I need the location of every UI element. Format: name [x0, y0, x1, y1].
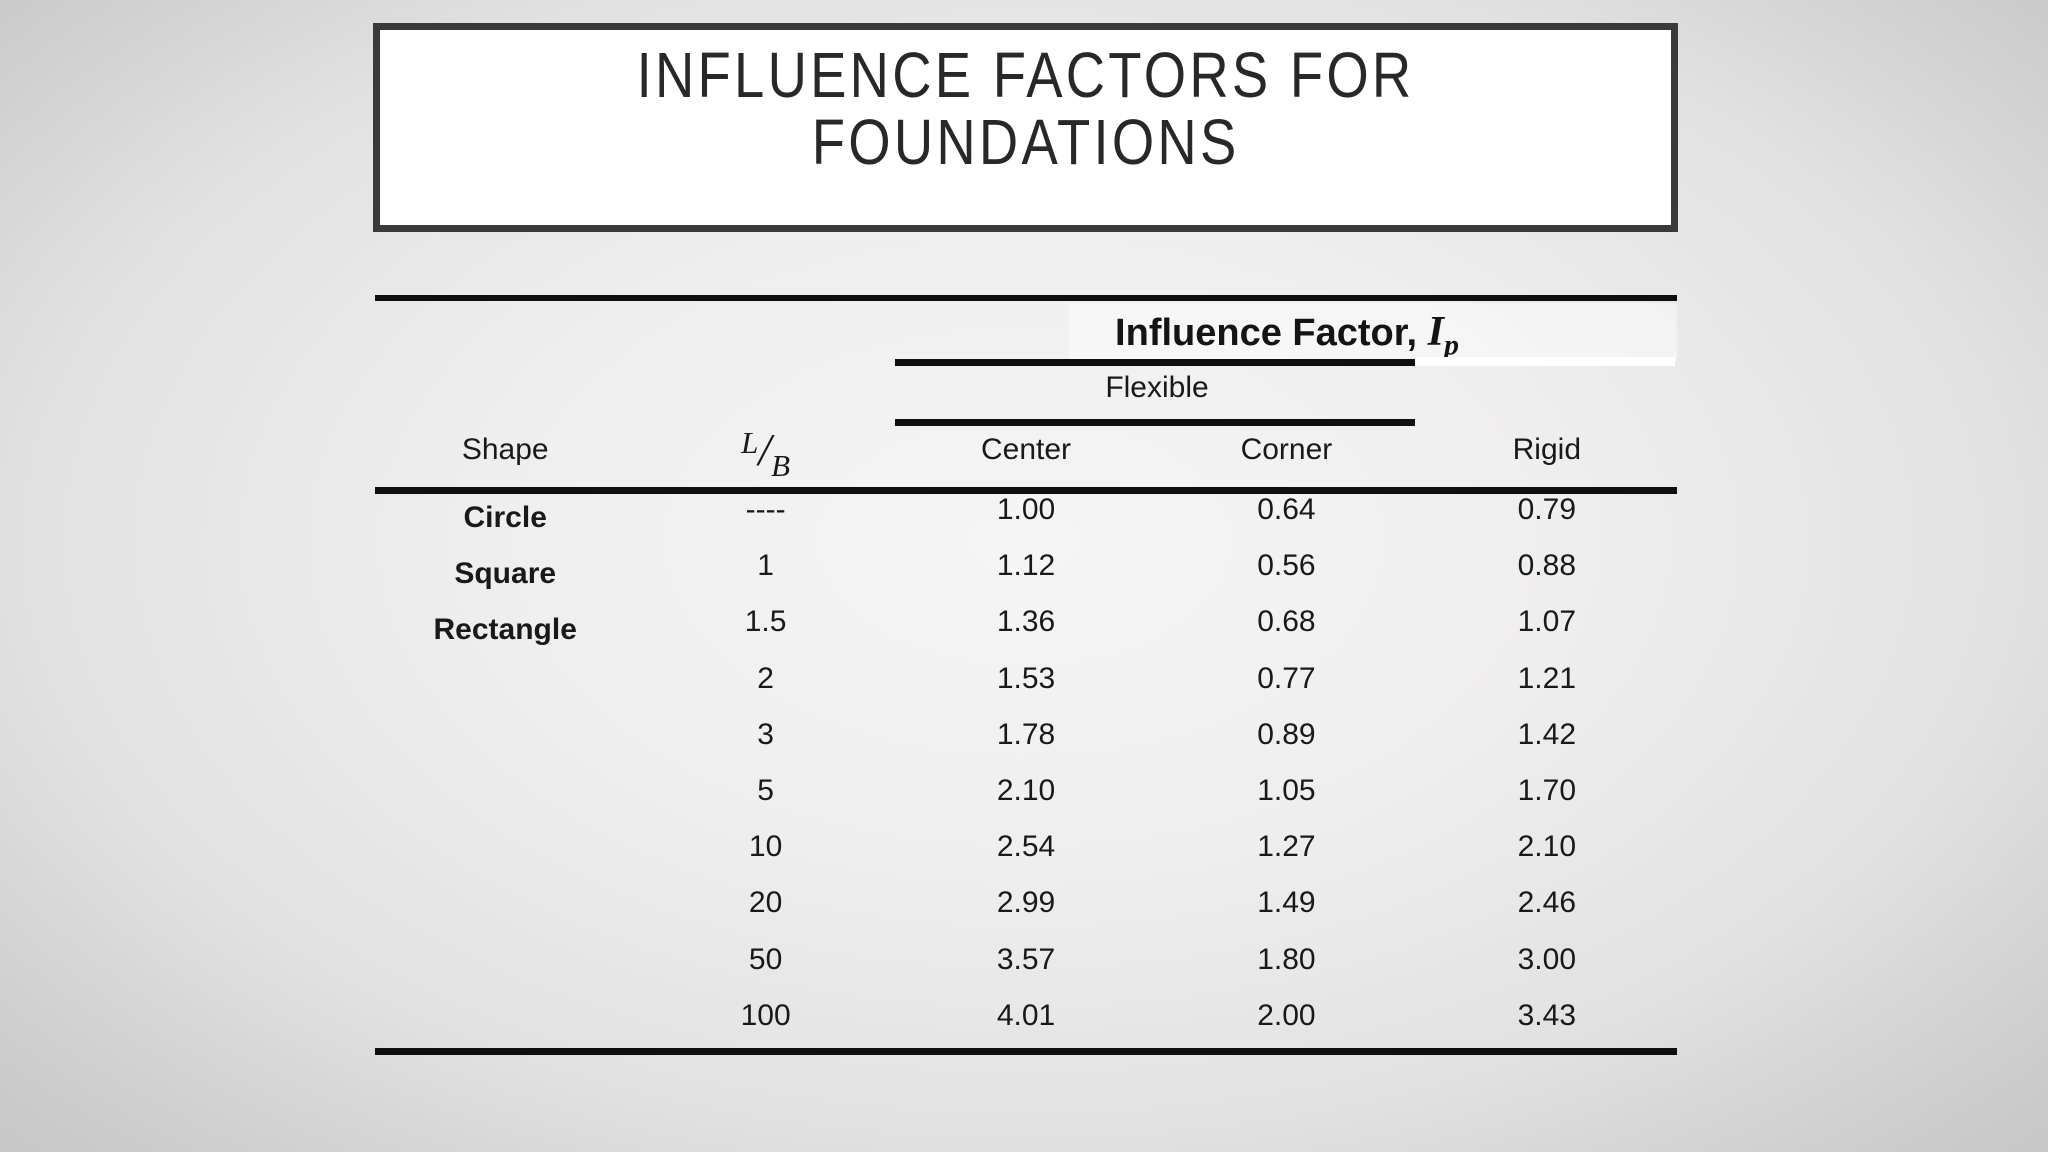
center-cell: 2.54: [996, 830, 1056, 864]
rigid-cell: 1.42: [1517, 717, 1577, 751]
spanner-header: Influence Factor, Ip: [897, 309, 1677, 362]
shape-cell: [375, 883, 635, 939]
table-body: Circle ---- 1.00 0.64 0.79 Square 1 1.12…: [375, 482, 1677, 1044]
title-box: INFLUENCE FACTORS FOR FOUNDATIONS: [373, 23, 1678, 232]
column-header-row: Shape L/B Center Corner Rigid: [375, 419, 1677, 483]
center-cell: 3.57: [996, 942, 1056, 976]
lb-cell: 20: [748, 886, 783, 920]
center-cell: 1.53: [996, 661, 1056, 695]
lb-cell: 1.5: [744, 605, 787, 639]
header-highlight-band: [1069, 303, 1677, 361]
center-cell: 4.01: [996, 998, 1056, 1032]
rigid-cell: 1.07: [1517, 605, 1577, 639]
lb-cell: 3: [757, 717, 774, 751]
lb-cell: 10: [748, 830, 783, 864]
lb-cell: 50: [748, 942, 783, 976]
shape-cell: [375, 659, 635, 715]
rigid-cell: 0.79: [1517, 493, 1577, 527]
table-row: Circle ---- 1.00 0.64 0.79: [375, 482, 1677, 538]
center-cell: 1.00: [996, 493, 1056, 527]
rigid-cell: 3.43: [1517, 998, 1577, 1032]
center-cell: 1.12: [996, 549, 1056, 583]
slide-title-line-1: INFLUENCE FACTORS FOR: [636, 38, 1415, 111]
col-header-rigid: Rigid: [1512, 433, 1582, 466]
flexible-group-header: Flexible: [1105, 371, 1209, 404]
white-band-overlay: [1415, 357, 1675, 366]
corner-cell: 1.05: [1257, 774, 1316, 808]
center-cell: 2.99: [996, 886, 1056, 920]
center-cell: 1.36: [996, 605, 1056, 639]
rigid-cell: 1.70: [1517, 774, 1577, 808]
corner-cell: 2.00: [1257, 998, 1316, 1032]
lb-cell: 100: [740, 998, 791, 1032]
corner-cell: 0.89: [1257, 717, 1316, 751]
col-header-shape: Shape: [461, 433, 549, 466]
shape-cell: [375, 715, 635, 771]
table-row: 2 1.53 0.77 1.21: [375, 651, 1677, 707]
shape-cell: [375, 940, 635, 996]
shape-cell: [375, 827, 635, 883]
lb-cell: 1: [757, 549, 774, 583]
spanner-underline: [895, 359, 1415, 366]
lb-cell: 2: [757, 661, 774, 695]
shape-cell: Square: [454, 557, 557, 591]
lb-cell: 5: [757, 774, 774, 808]
center-cell: 1.78: [996, 717, 1056, 751]
table-row: Rectangle 1.5 1.36 0.68 1.07: [375, 594, 1677, 650]
rigid-cell: 0.88: [1517, 549, 1577, 583]
shape-cell: Circle: [463, 501, 547, 535]
table-row: 100 4.01 2.00 3.43: [375, 988, 1677, 1044]
center-cell: 2.10: [996, 774, 1056, 808]
corner-cell: 0.64: [1257, 493, 1316, 527]
col-header-corner: Corner: [1240, 433, 1333, 466]
corner-cell: 0.56: [1257, 549, 1316, 583]
shape-cell: Rectangle: [433, 613, 577, 647]
table-row: 5 2.10 1.05 1.70: [375, 763, 1677, 819]
spanner-header-label: Influence Factor,: [1115, 312, 1418, 354]
flexible-underline: [895, 419, 1415, 426]
rigid-cell: 2.46: [1517, 886, 1577, 920]
table-row: 10 2.54 1.27 2.10: [375, 819, 1677, 875]
table-row: 50 3.57 1.80 3.00: [375, 932, 1677, 988]
rigid-cell: 2.10: [1517, 830, 1577, 864]
corner-cell: 0.77: [1257, 661, 1316, 695]
table-rule-top: [375, 295, 1677, 301]
corner-cell: 1.80: [1257, 942, 1316, 976]
header-body-rule: [375, 487, 1677, 494]
table-row: Square 1 1.12 0.56 0.88: [375, 538, 1677, 594]
col-header-lb: L/B: [635, 419, 895, 483]
shape-cell: [375, 771, 635, 827]
influence-factor-table: Influence Factor, Ip Flexible Shape L/B …: [375, 295, 1677, 1059]
table-row: 20 2.99 1.49 2.46: [375, 875, 1677, 931]
rigid-cell: 1.21: [1517, 661, 1577, 695]
col-header-center: Center: [980, 433, 1072, 466]
shape-cell: [375, 996, 635, 1052]
ip-symbol: Ip: [1427, 309, 1459, 362]
table-row: 3 1.78 0.89 1.42: [375, 707, 1677, 763]
table-rule-bottom: [375, 1048, 1677, 1055]
lb-cell: ----: [745, 493, 786, 527]
slide-title-line-2: FOUNDATIONS: [811, 105, 1240, 178]
rigid-cell: 3.00: [1517, 942, 1577, 976]
corner-cell: 1.27: [1257, 830, 1316, 864]
corner-cell: 1.49: [1257, 886, 1316, 920]
corner-cell: 0.68: [1257, 605, 1316, 639]
lb-fraction: L/B: [741, 424, 791, 483]
